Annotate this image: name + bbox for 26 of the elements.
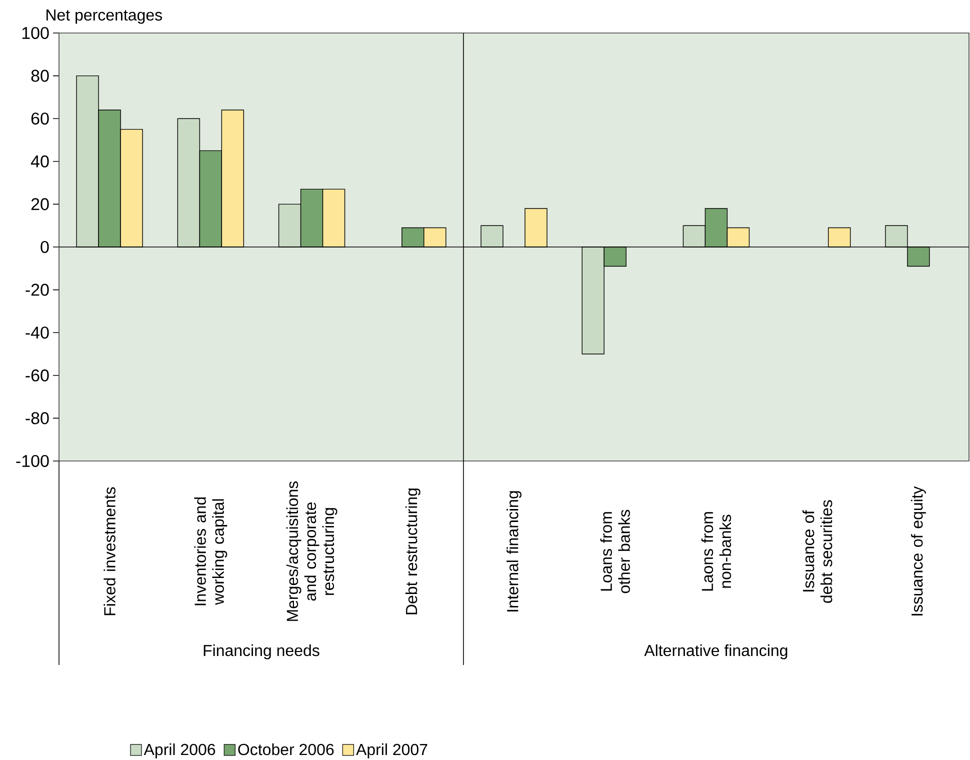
x-tick-label: Debt restructuring [405, 488, 420, 614]
x-tick-label: Issuance of equity [910, 486, 926, 616]
y-tick-label: 80 [31, 70, 49, 82]
y-tick-label: -40 [26, 326, 49, 339]
y-axis-title: Net percentages [46, 9, 162, 24]
y-tick-label: 100 [22, 26, 49, 40]
x-tick-label: Merges/acquisitions and corporate restructuring [286, 481, 338, 621]
x-tick-label: Laons from non-banks [701, 512, 732, 591]
y-tick-label: -100 [16, 454, 49, 468]
legend-label: April 2007 [356, 743, 428, 758]
legend-label: April 2006 [144, 743, 216, 758]
x-tick-label: Loans from other banks [600, 510, 630, 594]
text: Financing needs [204, 644, 320, 660]
y-tick-label: 40 [30, 155, 49, 168]
y-tick-label: 60 [31, 112, 49, 125]
y-tick-label: -80 [26, 412, 49, 424]
x-tick-label: Issuance of debt securities [802, 500, 832, 603]
y-tick-label: -60 [26, 369, 49, 382]
text: Alternative financing [644, 644, 788, 660]
legend-label: October 2006 [238, 743, 334, 756]
y-tick-label: 0 [40, 240, 49, 254]
y-tick-label: 20 [31, 198, 49, 210]
x-tick-label: Inventories and working capital [194, 497, 228, 606]
y-tick-label: -20 [26, 284, 49, 296]
x-tick-label: Fixed investments [104, 487, 116, 616]
x-tick-label: Internal financing [506, 491, 522, 612]
